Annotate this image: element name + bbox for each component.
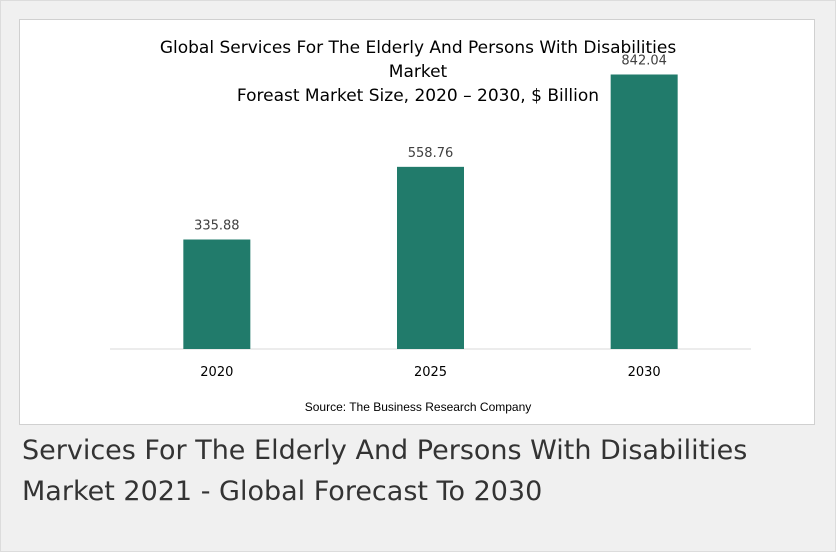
bar-2025 xyxy=(397,166,464,349)
bar-chart: 335.88 2020 558.76 2025 842.04 2030 xyxy=(110,53,751,380)
x-tick-label-2025: 2025 xyxy=(414,365,447,380)
bar-2030 xyxy=(610,74,678,349)
bar-value-label-2020: 335.88 xyxy=(194,219,240,234)
x-tick-label-2020: 2020 xyxy=(200,365,233,380)
caption-line-1: Services For The Elderly And Persons Wit… xyxy=(22,435,748,466)
x-tick-label-2030: 2030 xyxy=(628,365,661,380)
bar-value-label-2025: 558.76 xyxy=(408,146,454,161)
chart-title-line-2: Market xyxy=(388,62,448,82)
chart-frame: Global Services For The Elderly And Pers… xyxy=(19,19,815,425)
bar-2020 xyxy=(183,239,251,349)
chart-title-line-1: Global Services For The Elderly And Pers… xyxy=(159,38,677,58)
caption-line-2: Market 2021 - Global Forecast To 2030 xyxy=(22,476,543,507)
bar-value-label-2030: 842.04 xyxy=(621,53,667,68)
page-caption: Services For The Elderly And Persons Wit… xyxy=(22,430,822,512)
chart-title-line-3: Foreast Market Size, 2020 – 2030, $ Bill… xyxy=(236,86,600,106)
chart-source: Source: The Business Research Company xyxy=(304,400,532,414)
chart-title: Global Services For The Elderly And Pers… xyxy=(20,36,816,108)
